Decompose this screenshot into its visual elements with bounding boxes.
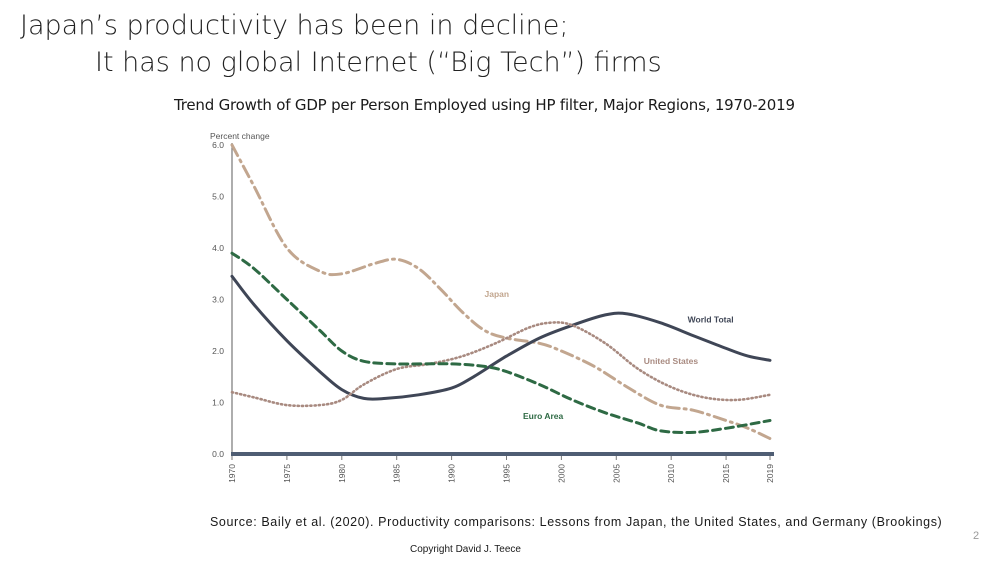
x-tick-label: 1975 <box>282 464 292 483</box>
y-tick-label: 6.0 <box>212 140 224 150</box>
x-tick-label: 1995 <box>501 464 511 483</box>
x-tick-label: 2000 <box>556 464 566 483</box>
x-tick-label: 2019 <box>765 464 775 483</box>
page-number: 2 <box>973 530 980 542</box>
chart-title: Trend Growth of GDP per Person Employed … <box>174 96 795 114</box>
y-tick-label: 5.0 <box>212 192 224 202</box>
x-tick-label: 2015 <box>721 464 731 483</box>
y-tick-label: 0.0 <box>212 449 224 459</box>
y-tick-label: 4.0 <box>212 243 224 253</box>
series-label-united-states: United States <box>644 356 699 366</box>
slide-title-line-1: Japan’s productivity has been in decline… <box>20 10 569 41</box>
series-line-japan <box>230 143 772 441</box>
y-tick-label: 1.0 <box>212 398 224 408</box>
slide-title-line-2: It has no global Internet (“Big Tech”) f… <box>95 47 662 78</box>
series-label-euro-area: Euro Area <box>523 411 564 421</box>
x-tick-label: 1990 <box>447 464 457 483</box>
series-line-euro-area <box>230 251 772 435</box>
x-tick-label: 2005 <box>611 464 621 483</box>
source-citation: Source: Baily et al. (2020). Productivit… <box>210 515 943 529</box>
series-label-world-total: World Total <box>688 315 734 325</box>
y-tick-label: 3.0 <box>212 295 224 305</box>
x-tick-label: 1970 <box>227 464 237 483</box>
x-tick-label: 1985 <box>392 464 402 483</box>
copyright-notice: Copyright David J. Teece <box>410 544 521 555</box>
y-tick-label: 2.0 <box>212 346 224 356</box>
series-label-japan: Japan <box>485 289 510 299</box>
x-tick-label: 2010 <box>666 464 676 483</box>
series-line-united-states <box>230 321 772 408</box>
y-axis-label: Percent change <box>210 131 270 141</box>
x-tick-label: 1980 <box>337 464 347 483</box>
